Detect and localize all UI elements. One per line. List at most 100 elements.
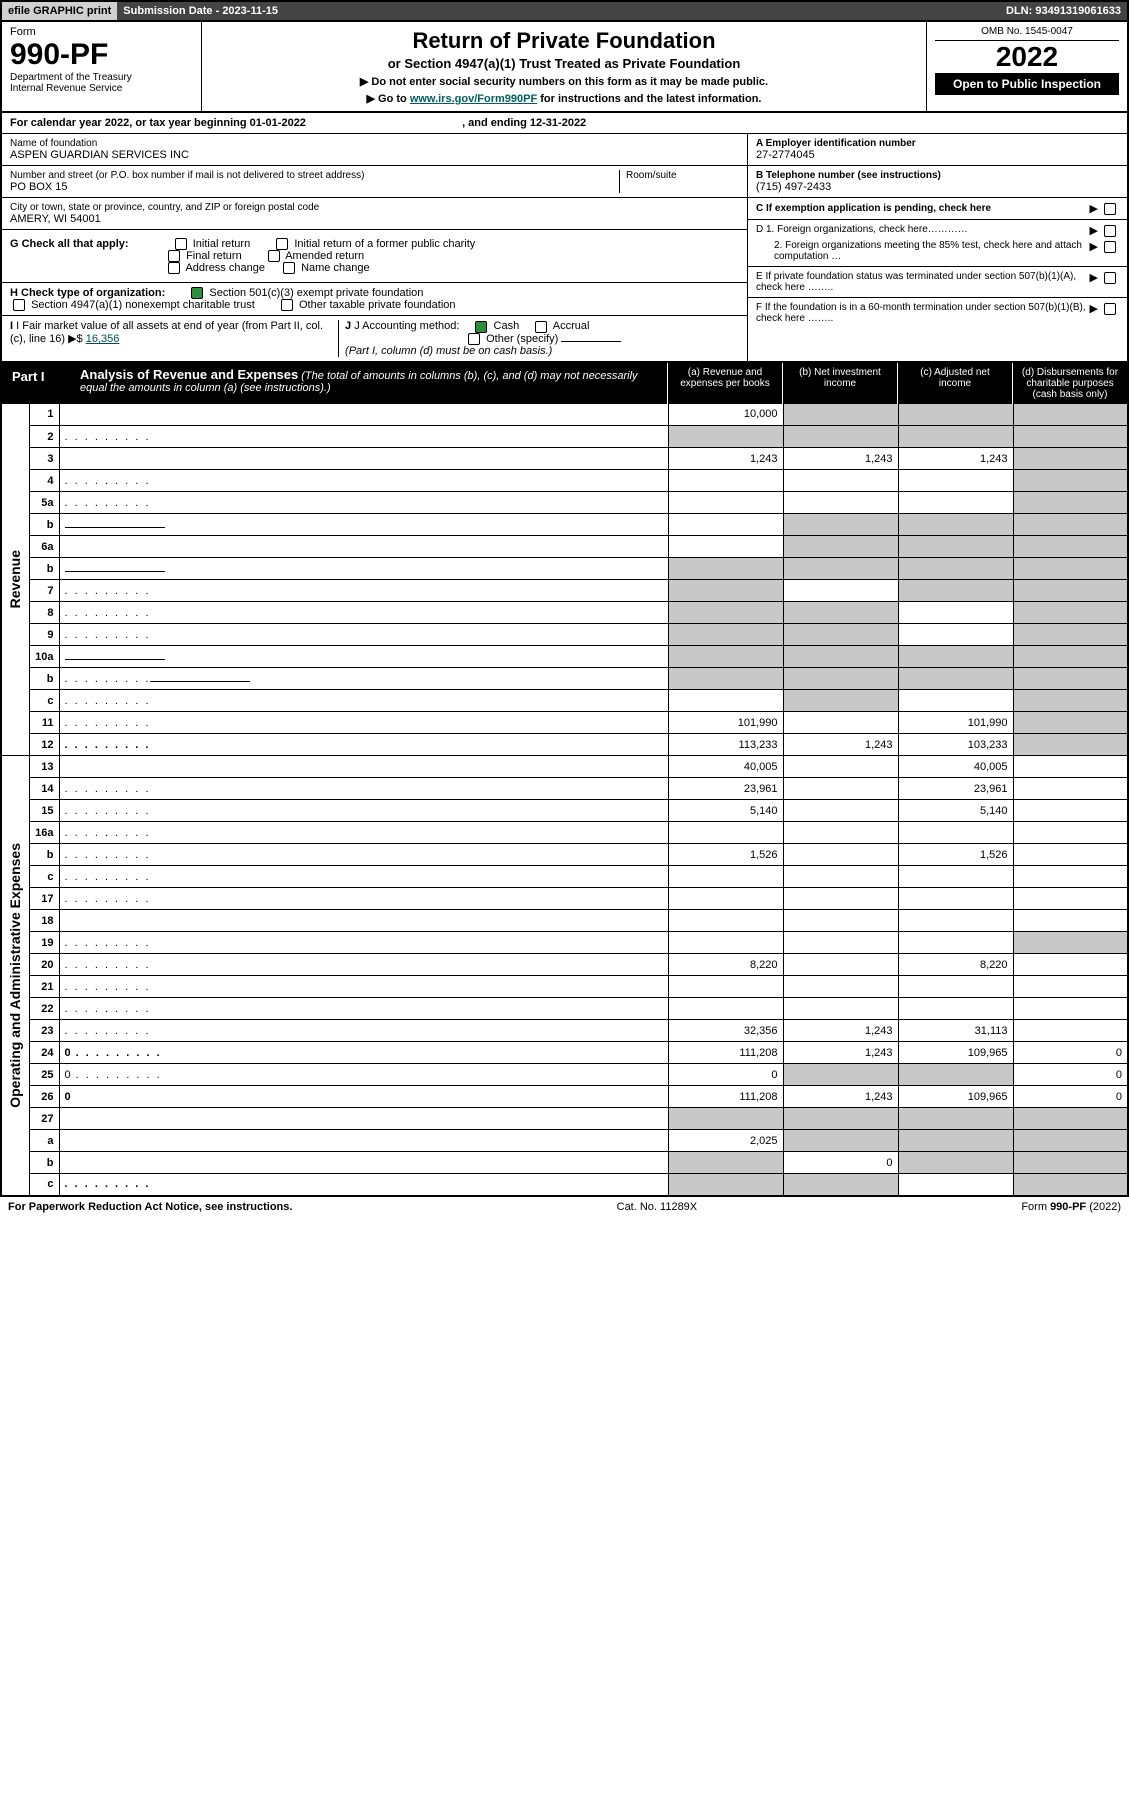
addr-label: Number and street (or P.O. box number if…	[10, 170, 619, 181]
note2-pre: ▶ Go to	[367, 93, 410, 105]
d1-checkbox[interactable]	[1104, 225, 1116, 237]
line-number: b	[29, 1152, 59, 1174]
cell-b	[783, 514, 898, 536]
line-description	[59, 448, 668, 470]
line-number: a	[29, 1130, 59, 1152]
part1-tab: Part I	[2, 363, 72, 404]
e-label: E If private foundation status was termi…	[756, 271, 1089, 293]
cell-d	[1013, 778, 1128, 800]
j-cash-checkbox[interactable]	[475, 321, 487, 333]
h-opt3: Other taxable private foundation	[299, 299, 456, 311]
line-description	[59, 404, 668, 426]
line-description	[59, 426, 668, 448]
d2-checkbox[interactable]	[1104, 241, 1116, 253]
line-description: 0	[59, 1064, 668, 1086]
cell-b	[783, 844, 898, 866]
cell-b	[783, 536, 898, 558]
cell-a: 2,025	[668, 1130, 783, 1152]
table-row: 18	[1, 910, 1128, 932]
form-header: Form 990-PF Department of the Treasury I…	[0, 22, 1129, 113]
cell-a: 8,220	[668, 954, 783, 976]
amended-checkbox[interactable]	[268, 250, 280, 262]
cell-b: 1,243	[783, 1020, 898, 1042]
cell-c	[898, 470, 1013, 492]
cell-d	[1013, 1020, 1128, 1042]
page-footer: For Paperwork Reduction Act Notice, see …	[0, 1197, 1129, 1217]
cell-c	[898, 866, 1013, 888]
cell-b	[783, 426, 898, 448]
h-501c3-checkbox[interactable]	[191, 287, 203, 299]
j-other-checkbox[interactable]	[468, 333, 480, 345]
line-description	[59, 778, 668, 800]
efile-label[interactable]: efile GRAPHIC print	[2, 2, 117, 20]
e-checkbox[interactable]	[1104, 272, 1116, 284]
g-opt-2: Final return	[186, 250, 242, 262]
identification-block: Name of foundation ASPEN GUARDIAN SERVIC…	[0, 134, 1129, 363]
cell-c	[898, 1174, 1013, 1196]
line-number: b	[29, 558, 59, 580]
g-opt-4: Address change	[185, 262, 265, 274]
cell-c	[898, 492, 1013, 514]
b-label: B Telephone number (see instructions)	[756, 170, 1119, 181]
cell-a	[668, 822, 783, 844]
h-4947-checkbox[interactable]	[13, 299, 25, 311]
c-checkbox[interactable]	[1104, 203, 1116, 215]
table-row: 10a	[1, 646, 1128, 668]
cell-d	[1013, 712, 1128, 734]
cell-b	[783, 602, 898, 624]
line-description	[59, 514, 668, 536]
cell-d	[1013, 756, 1128, 778]
address-change-checkbox[interactable]	[168, 262, 180, 274]
j-note: (Part I, column (d) must be on cash basi…	[345, 345, 552, 357]
i-value[interactable]: 16,356	[86, 333, 120, 345]
j-accrual-checkbox[interactable]	[535, 321, 547, 333]
cell-d	[1013, 646, 1128, 668]
h-other-checkbox[interactable]	[281, 299, 293, 311]
cell-c	[898, 1064, 1013, 1086]
cell-c	[898, 822, 1013, 844]
cell-a	[668, 932, 783, 954]
cell-c	[898, 668, 1013, 690]
cell-d	[1013, 448, 1128, 470]
final-return-checkbox[interactable]	[168, 250, 180, 262]
table-row: Revenue110,000	[1, 404, 1128, 426]
table-row: 2332,3561,24331,113	[1, 1020, 1128, 1042]
line-description	[59, 1108, 668, 1130]
cell-c	[898, 558, 1013, 580]
cell-c: 109,965	[898, 1042, 1013, 1064]
line-number: 2	[29, 426, 59, 448]
cell-c: 101,990	[898, 712, 1013, 734]
cell-a	[668, 580, 783, 602]
cell-a	[668, 866, 783, 888]
table-row: Operating and Administrative Expenses134…	[1, 756, 1128, 778]
cell-b	[783, 668, 898, 690]
line-description	[59, 1174, 668, 1196]
line-number: b	[29, 668, 59, 690]
initial-public-checkbox[interactable]	[276, 238, 288, 250]
part1-header: Part I Analysis of Revenue and Expenses …	[0, 363, 1129, 404]
initial-return-checkbox[interactable]	[175, 238, 187, 250]
cell-a: 32,356	[668, 1020, 783, 1042]
cell-c	[898, 1108, 1013, 1130]
line-number: 15	[29, 800, 59, 822]
line-number: 21	[29, 976, 59, 998]
table-row: 2	[1, 426, 1128, 448]
cell-c: 5,140	[898, 800, 1013, 822]
d1-label: D 1. Foreign organizations, check here………	[756, 224, 1089, 237]
cell-a: 1,243	[668, 448, 783, 470]
cell-d	[1013, 1152, 1128, 1174]
table-row: b0	[1, 1152, 1128, 1174]
j-other: Other (specify)	[486, 333, 558, 345]
footer-left: For Paperwork Reduction Act Notice, see …	[8, 1201, 292, 1213]
form-instructions-link[interactable]: www.irs.gov/Form990PF	[410, 93, 537, 105]
f-checkbox[interactable]	[1104, 303, 1116, 315]
table-row: c	[1, 1174, 1128, 1196]
line-description	[59, 910, 668, 932]
cell-d: 0	[1013, 1086, 1128, 1108]
cell-b	[783, 910, 898, 932]
name-change-checkbox[interactable]	[283, 262, 295, 274]
cell-b	[783, 866, 898, 888]
table-row: 16a	[1, 822, 1128, 844]
cell-d	[1013, 888, 1128, 910]
table-row: b	[1, 514, 1128, 536]
